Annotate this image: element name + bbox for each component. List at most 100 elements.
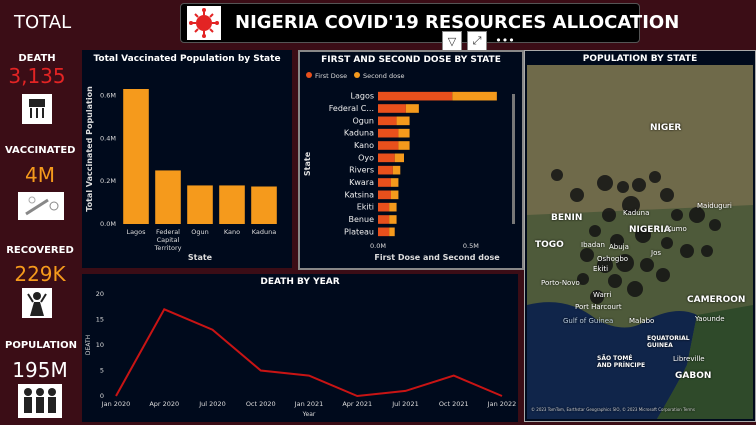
vaccinated-bar-chart: 0.0M 0.2M 0.4M 0.6M Lagos FederalCapitalTerri…: [85, 86, 277, 262]
y-tick-label: Katsina: [344, 190, 374, 199]
map-label-benin: BENIN: [551, 213, 583, 223]
population-bubble[interactable]: [570, 188, 584, 202]
population-bubble[interactable]: [660, 188, 674, 202]
population-bubble[interactable]: [617, 181, 629, 193]
kpi-vaccinated-value: 4M: [25, 163, 55, 187]
bar[interactable]: [219, 185, 245, 224]
x-tick-label: Oct 2021: [439, 400, 469, 408]
bar-segment[interactable]: [452, 91, 497, 101]
bar-segment[interactable]: [378, 141, 399, 150]
bar-segment[interactable]: [391, 178, 399, 187]
map-canvas[interactable]: NIGER NIGERIA BENIN TOGO CAMEROON GABON …: [527, 65, 753, 419]
kpi-death-value: 3,135: [8, 64, 66, 88]
bar-segment[interactable]: [392, 165, 401, 175]
x-tick-label: Jul 2021: [391, 400, 418, 408]
population-bubble[interactable]: [649, 171, 661, 183]
map-label-gabon: GABON: [675, 371, 712, 381]
population-bubble[interactable]: [635, 227, 651, 243]
x-tick-label: Oct 2020: [246, 400, 276, 408]
population-bubble[interactable]: [632, 178, 646, 192]
map-label-cameroon: CAMEROON: [687, 295, 746, 305]
bar-segment[interactable]: [378, 153, 395, 163]
legend-label: Second dose: [363, 72, 404, 80]
bar-segment[interactable]: [396, 116, 410, 126]
map-label-kumo: Kumo: [667, 225, 687, 233]
bar-segment[interactable]: [405, 104, 419, 113]
bar-segment[interactable]: [378, 165, 393, 175]
population-bubble[interactable]: [701, 245, 713, 257]
bar-segment[interactable]: [378, 104, 406, 113]
vaccinated-chart-panel[interactable]: Total Vaccinated Population by State 0.0…: [82, 50, 292, 268]
bar-segment[interactable]: [391, 190, 399, 200]
map-label-oshogbo: Oshogbo: [597, 255, 629, 263]
y-tick-label: Rivers: [349, 166, 374, 175]
population-bubble[interactable]: [551, 169, 563, 181]
bar-segment[interactable]: [378, 116, 397, 126]
population-bubble[interactable]: [622, 196, 640, 214]
filter-icon[interactable]: ▽: [442, 31, 462, 51]
map-label-gulf-of-guinea: Gulf of Guinea: [563, 317, 614, 325]
population-bubble[interactable]: [640, 258, 654, 272]
bar[interactable]: [123, 89, 149, 224]
bar-segment[interactable]: [389, 227, 395, 237]
focus-mode-icon[interactable]: ⤢: [467, 31, 487, 51]
bar-segment[interactable]: [398, 141, 410, 150]
bar-segment[interactable]: [378, 215, 390, 224]
population-bubble[interactable]: [709, 219, 721, 231]
x-tick-label: Federal: [156, 228, 180, 236]
bar[interactable]: [155, 170, 181, 224]
bar-segment[interactable]: [378, 190, 391, 200]
x-tick-label: Jan 2021: [294, 400, 324, 408]
kpi-recovered-value: 229K: [14, 262, 66, 286]
population-bubble[interactable]: [602, 208, 616, 222]
population-bubble[interactable]: [680, 244, 694, 258]
map-label-warri: Warri: [593, 291, 612, 299]
population-bubble[interactable]: [597, 257, 613, 273]
bar-segment[interactable]: [378, 128, 399, 138]
y-tick-label: 15: [96, 316, 104, 324]
population-bubble[interactable]: [577, 273, 589, 285]
bar-segment[interactable]: [378, 202, 390, 212]
y-tick-label: 0.2M: [100, 177, 116, 185]
map-label-nigeria: NIGERIA: [629, 225, 671, 235]
population-bubble[interactable]: [580, 248, 594, 262]
doses-chart-panel[interactable]: FIRST AND SECOND DOSE BY STATE First Dos…: [298, 50, 524, 270]
bar-segment[interactable]: [389, 215, 397, 224]
x-tick-label: 0.5M: [463, 242, 479, 250]
doses-chart-title: FIRST AND SECOND DOSE BY STATE: [321, 55, 501, 65]
bar-segment[interactable]: [394, 153, 404, 163]
x-axis-title: State: [188, 253, 213, 262]
population-bubble[interactable]: [671, 209, 683, 221]
population-bubble[interactable]: [627, 281, 643, 297]
population-bubble[interactable]: [608, 274, 622, 288]
bar-segment[interactable]: [378, 178, 391, 187]
population-bubble[interactable]: [661, 237, 673, 249]
bar-segment[interactable]: [398, 128, 410, 138]
population-bubble[interactable]: [589, 225, 601, 237]
bar-segment[interactable]: [378, 91, 453, 101]
population-bubble[interactable]: [616, 254, 634, 272]
population-bubble[interactable]: [656, 268, 670, 282]
y-tick-label: Benue: [349, 215, 375, 224]
map-label-jos: Jos: [651, 249, 661, 257]
death-line[interactable]: [115, 308, 503, 398]
deaths-chart-panel[interactable]: DEATH BY YEAR 0 5 10 15 20 Jan 2020 Apr 2020 Ju…: [82, 274, 518, 422]
x-tick-label: Territory: [154, 244, 182, 252]
bar[interactable]: [251, 186, 277, 225]
population-bubble[interactable]: [610, 234, 624, 248]
map-label-abuja: Abuja: [609, 243, 629, 251]
population-bubble[interactable]: [590, 290, 604, 304]
scrollbar[interactable]: [512, 94, 515, 224]
x-tick-label: Jul 2020: [198, 400, 225, 408]
bar-segment[interactable]: [389, 202, 397, 212]
bar-segment[interactable]: [378, 227, 390, 237]
total-label: TOTAL: [14, 12, 72, 33]
x-tick-label: Jan 2022: [487, 400, 517, 408]
map-label-libreville: Libreville: [673, 355, 705, 363]
population-bubble[interactable]: [597, 175, 613, 191]
x-tick-label: Kano: [224, 228, 240, 236]
bar[interactable]: [187, 185, 213, 224]
map-panel[interactable]: POPULATION BY STATE NIGER NIGERIA BENIN …: [524, 50, 756, 422]
population-bubble[interactable]: [689, 207, 705, 223]
more-options-icon[interactable]: •••: [495, 33, 515, 47]
